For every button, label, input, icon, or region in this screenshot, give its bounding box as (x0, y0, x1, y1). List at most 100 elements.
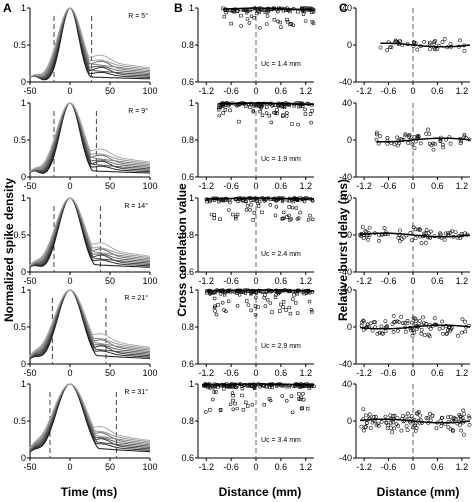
panel-c-row-5-point-91 (417, 413, 422, 418)
panel-b-row-4-point-125 (235, 291, 239, 295)
panel-c-row-5-point-26 (359, 424, 364, 429)
panel-b-row-5-point-75 (231, 393, 235, 398)
panel-b-row-1-y-tick-label-0: 0.6 (181, 77, 194, 87)
panel-c-row-3-x-tick-label-2: 0 (410, 276, 415, 286)
panel-c-row-1-point-6 (448, 42, 453, 47)
panel-a-row-1-density-curve-3 (29, 7, 151, 80)
panel-a-row-2-x-tick-label-2: 50 (105, 181, 115, 191)
panel-c-row-3-point-4 (397, 239, 402, 243)
column-c-xlabel: Distance (mm) (377, 485, 460, 499)
panel-b-row-3-point-106 (273, 213, 278, 218)
panel-c-row-3-x-tick-label-4: 1.2 (456, 276, 469, 286)
panel-c-row-1-point-27 (385, 48, 390, 53)
panel-c-row-4-point-63 (411, 316, 416, 320)
panel-b-row-1-point-46 (275, 9, 280, 14)
panel-b-row-3-y-tick-label-2: 1 (189, 193, 194, 203)
panel-c-row-3-point-37 (363, 229, 368, 233)
panel-c-row-4-point-85 (377, 330, 382, 335)
panel-b-row-5-point-159 (297, 391, 301, 396)
panel-c-row-4-point-47 (422, 321, 426, 326)
panel-b-row-3-point-118 (290, 205, 295, 210)
panel-b-row-2-point-89 (281, 114, 285, 118)
panel-c-row-1-x-tick-label-3: 0.6 (431, 86, 444, 96)
panel-c-row-3-point-64 (399, 237, 404, 242)
column-b-xlabel: Distance (mm) (219, 485, 302, 499)
panel-c-row-2-point-39 (377, 134, 382, 138)
panel-c-row-5-point-44 (461, 408, 466, 413)
panel-a-row-5-x-tick-label-1: 0 (67, 462, 72, 472)
panel-b-row-1-x-tick-label-2: 0 (253, 86, 258, 96)
panel-c-row-1-fit-curve (380, 42, 471, 48)
panel-b-row-2-x-tick-label-2: 0 (253, 181, 258, 191)
panel-b-row-4-point-65 (222, 292, 227, 297)
panel-c-row-5-point-52 (461, 432, 466, 437)
panel-c-row-3-point-34 (422, 231, 427, 236)
panel-b-row-4-point-17 (278, 309, 282, 313)
panel-b-row-1-point-103 (288, 9, 292, 14)
panel-c-row-1-point-17 (415, 47, 420, 52)
panel-b-row-5-point-54 (235, 406, 240, 411)
panel-a-row-5-y-tick-label-1: 0.5 (13, 416, 26, 426)
panel-b-row-1-point-67 (278, 20, 282, 25)
panel-b-row-1-x-tick-label-4: 1.2 (299, 86, 312, 96)
panel-c-row-4-point-65 (448, 328, 453, 333)
panel-b-row-3-point-109 (205, 199, 209, 204)
panel-c-row-5-point-39 (409, 414, 414, 418)
panel-a-row-4-density-curve-1 (29, 289, 151, 360)
panel-b-row-4-x-tick-label-3: 0.6 (275, 368, 288, 378)
panel-c-row-4-point-46 (440, 326, 445, 331)
panel-c-row-5-point-89 (440, 415, 445, 420)
panel-b-row-4-x-tick-label-4: 1.2 (299, 368, 312, 378)
panel-c-row-5-y-tick-label-2: 40 (342, 379, 352, 389)
panel-c-row-3-x-tick-label-0: -1.2 (356, 276, 372, 286)
panel-c-row-2-x-tick-label-4: 1.2 (456, 181, 469, 191)
panel-c-row-4-point-64 (419, 327, 424, 332)
panel-c-row-4-point-73 (444, 332, 449, 336)
panel-b-row-4-point-48 (212, 296, 217, 301)
panel-b-row-4-point-142 (265, 297, 270, 302)
panel-b-row-3-y-tick-label-0: 0.6 (181, 267, 194, 277)
panel-a-row-5-density-curve-2 (29, 383, 151, 453)
panel-c-row-5-point-108 (385, 426, 390, 431)
panel-a-row-1-x-tick-label-1: 0 (67, 86, 72, 96)
panel-b-row-3-point-80 (244, 199, 248, 204)
panel-c-row-5-point-104 (361, 407, 366, 412)
panel-b-row-4-point-40 (263, 304, 268, 308)
panel-b-row-4-point-112 (213, 304, 217, 309)
panel-c-row-4-point-3 (405, 318, 410, 323)
panel-b-row-5-point-52 (211, 397, 215, 402)
panel-b-row-2-point-26 (285, 111, 289, 115)
panel-a-row-1-x-tick-label-3: 100 (142, 86, 157, 96)
panel-c-row-5: -40 0 40 -1.2 -0.6 0 0.6 1.2 (339, 379, 472, 472)
panel-c-row-4-point-12 (399, 314, 404, 319)
column-a-ylabel: Normalized spike density (2, 178, 16, 322)
panel-c-row-5-point-78 (361, 428, 366, 433)
panel-c-row-3-point-66 (438, 231, 443, 236)
panel-c-row-2-point-30 (424, 131, 429, 136)
panel-b-row-3-point-140 (249, 202, 253, 207)
panel-a-row-2-density-curve-5 (29, 102, 151, 173)
panel-b-row-4-y-tick-label-0: 0.6 (181, 359, 194, 369)
panel-a-row-3-density-curve-7 (29, 197, 151, 267)
panel-b-row-5-point-126 (251, 385, 256, 389)
panel-b-row-5-x-tick-label-3: 0.6 (275, 462, 288, 472)
panel-a-row-3-x-tick-label-0: -50 (23, 276, 36, 286)
panel-c-row-2-y-tick-label-0: -40 (339, 172, 352, 182)
panel-a-row-4-density-curve-8 (29, 289, 151, 357)
panel-c-row-1-point-38 (432, 41, 437, 46)
column-b-ylabel: Cross correlation value (175, 183, 189, 317)
panel-c-row-2-point-44 (429, 143, 434, 148)
panel-a-row-2-label: R = 9° (128, 107, 148, 115)
panel-b-row-5-point-150 (301, 391, 305, 396)
panel-a-row-4-x-tick-label-3: 100 (142, 368, 157, 378)
panel-c-row-2-point-33 (458, 141, 463, 146)
panel-b-row-2-y-tick-label-0: 0.6 (181, 172, 194, 182)
panel-c-row-3-point-24 (446, 231, 451, 236)
column-a-xlabel: Time (ms) (61, 485, 117, 499)
panel-b-row-3-point-87 (212, 216, 216, 220)
panel-c-row-4-point-62 (456, 333, 461, 338)
panel-b-row-4-point-124 (309, 307, 314, 312)
panel-c-row-1-x-tick-label-2: 0 (410, 86, 415, 96)
